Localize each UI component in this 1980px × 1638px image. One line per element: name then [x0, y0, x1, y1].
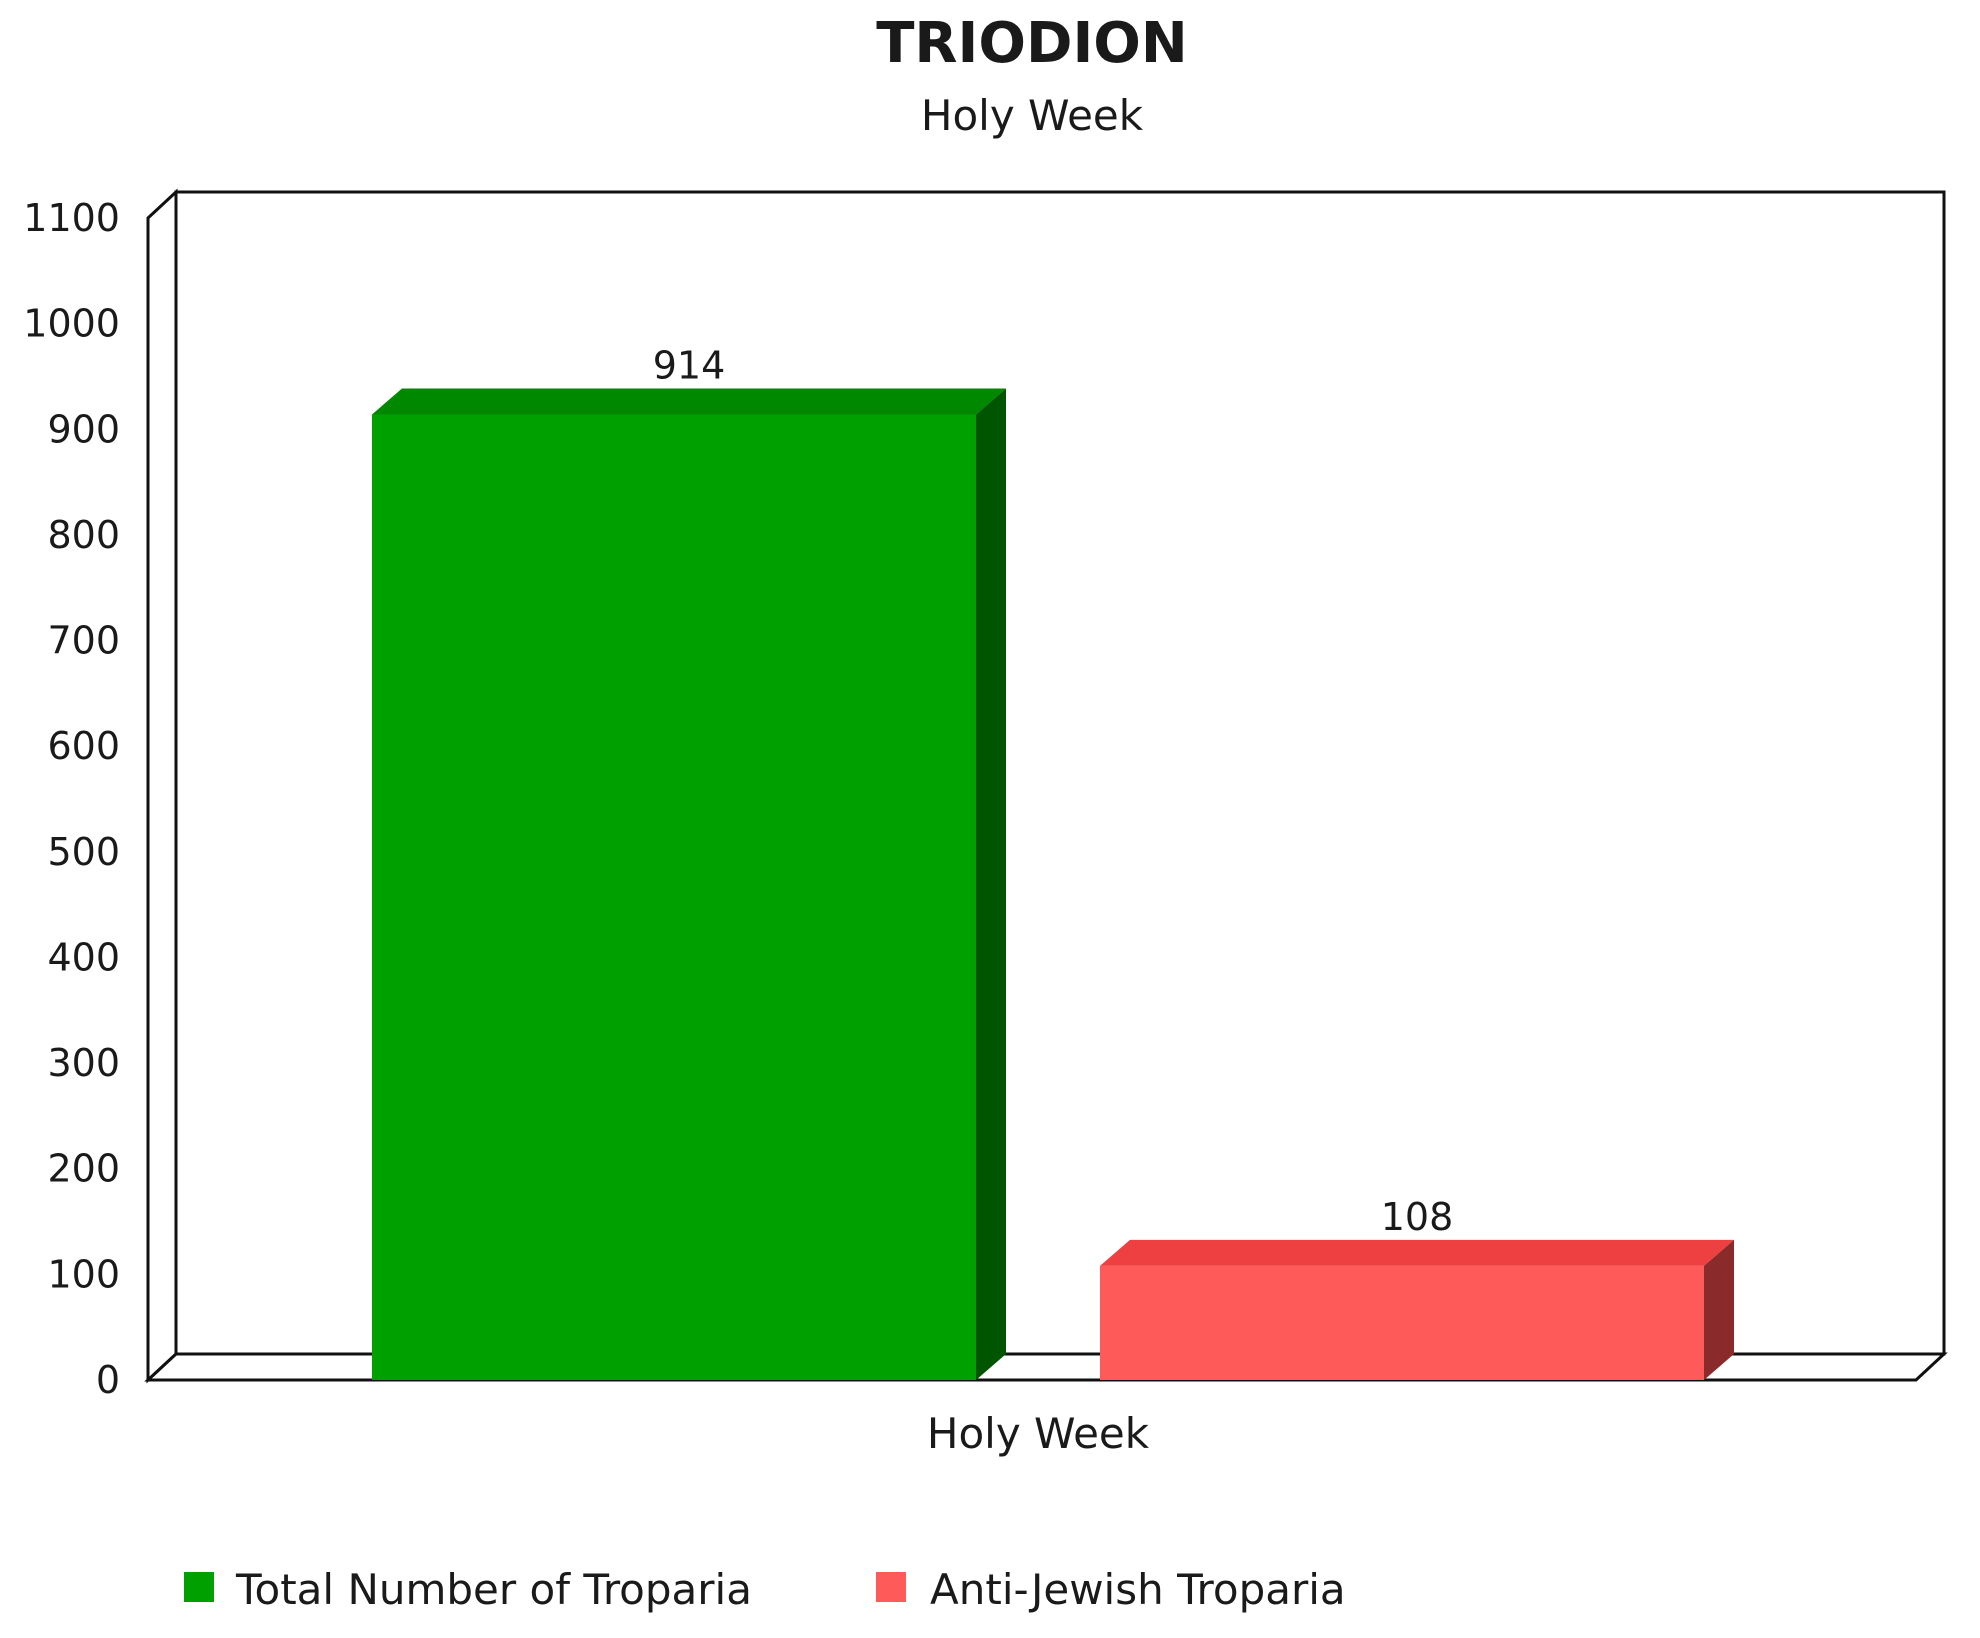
legend-label-anti-jewish: Anti-Jewish Troparia: [930, 1565, 1346, 1614]
data-labels: 914 108: [653, 343, 1454, 1238]
bar-anti-jewish: [1100, 1265, 1704, 1380]
y-tick-label: 900: [47, 407, 120, 451]
legend-swatch-total: [184, 1572, 214, 1602]
legend-swatch-anti-jewish: [876, 1572, 906, 1602]
y-tick-label: 100: [47, 1252, 120, 1296]
y-tick-label: 400: [47, 935, 120, 979]
y-tick-label: 1000: [23, 302, 120, 346]
y-tick-label: 700: [47, 619, 120, 663]
y-axis-ticks: 0 100 200 300 400 500 600 700 800 900 1000 1100: [23, 196, 120, 1402]
bar-total: [372, 414, 976, 1380]
x-category-label: Holy Week: [927, 1409, 1150, 1458]
y-tick-label: 300: [47, 1041, 120, 1085]
left-wall: [146, 188, 178, 1384]
legend: Total Number of Troparia Anti-Jewish Tro…: [184, 1565, 1346, 1614]
bars: [372, 388, 1734, 1380]
data-label: 108: [1381, 1195, 1454, 1239]
bar-top-total: [372, 388, 1006, 415]
y-tick-label: 1100: [23, 196, 120, 240]
bar-top-anti-jewish: [1100, 1239, 1734, 1266]
chart-subtitle: Holy Week: [921, 91, 1144, 140]
y-tick-label: 0: [96, 1358, 120, 1402]
chart-title: TRIODION: [876, 11, 1188, 76]
y-tick-label: 800: [47, 513, 120, 557]
y-tick-label: 200: [47, 1147, 120, 1191]
bar-side-total: [976, 388, 1006, 1380]
y-tick-label: 500: [47, 830, 120, 874]
y-tick-label: 600: [47, 724, 120, 768]
data-label: 914: [653, 343, 726, 387]
legend-label-total: Total Number of Troparia: [235, 1565, 752, 1614]
bar-side-anti-jewish: [1704, 1239, 1734, 1380]
